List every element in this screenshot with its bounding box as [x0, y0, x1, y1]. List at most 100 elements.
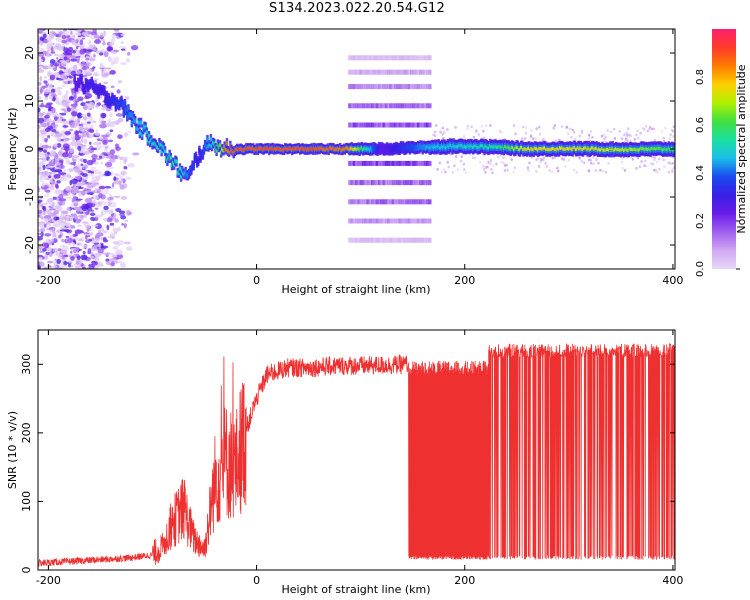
- sideband-cell: [419, 218, 423, 224]
- sideband-cell: [384, 237, 389, 243]
- sideband-cell: [403, 237, 407, 243]
- noise-speckle: [92, 66, 96, 69]
- noise-speckle: [671, 167, 674, 171]
- sideband-cell: [393, 180, 398, 186]
- sideband-cell: [389, 199, 393, 205]
- noise-speckle: [124, 156, 128, 163]
- sideband-cell: [364, 103, 368, 109]
- noise-speckle: [46, 36, 53, 42]
- noise-speckle: [42, 85, 49, 89]
- sideband-cell: [373, 69, 377, 75]
- noise-speckle: [48, 208, 56, 211]
- noise-speckle: [109, 210, 114, 213]
- noise-speckle: [50, 62, 54, 67]
- noise-speckle: [86, 159, 94, 166]
- noise-speckle: [71, 90, 75, 96]
- sideband-cell: [361, 218, 366, 224]
- ridge-core: [144, 125, 147, 129]
- ridge-core: [201, 153, 205, 157]
- sideband-cell: [391, 84, 395, 90]
- colorbar-tick-label: 0.2: [695, 213, 706, 229]
- sideband-cell: [348, 180, 352, 186]
- noise-speckle: [86, 266, 94, 269]
- sideband-cell: [428, 199, 432, 205]
- sideband-cell: [377, 237, 382, 243]
- sideband-cell: [421, 122, 425, 128]
- sideband-cell: [371, 84, 375, 90]
- sideband-cell: [357, 237, 361, 243]
- noise-speckle: [74, 215, 78, 220]
- noise-speckle: [124, 132, 129, 138]
- noise-speckle: [38, 62, 42, 65]
- sideband-cell: [426, 160, 430, 166]
- sideband-cell: [387, 103, 391, 109]
- noise-speckle: [55, 43, 62, 49]
- noise-speckle: [489, 158, 493, 162]
- noise-speckle: [77, 146, 82, 151]
- noise-speckle: [102, 237, 107, 242]
- noise-speckle: [71, 198, 75, 203]
- sideband-cell: [396, 160, 400, 166]
- sideband-cell: [361, 199, 366, 205]
- noise-speckle: [60, 223, 65, 228]
- noise-speckle: [61, 255, 65, 260]
- noise-speckle: [578, 134, 581, 138]
- noise-speckle: [58, 193, 64, 200]
- ridge-core: [225, 141, 229, 145]
- noise-speckle: [82, 144, 87, 147]
- spectrogram-y-ticks: -20 -10 0 10 20: [23, 46, 675, 254]
- noise-speckle: [580, 159, 584, 163]
- noise-speckle: [65, 185, 72, 192]
- sideband-cell: [409, 55, 414, 61]
- noise-speckle: [79, 48, 86, 55]
- noise-speckle: [124, 219, 129, 222]
- noise-speckle: [107, 46, 112, 52]
- sideband-cell: [384, 180, 389, 186]
- noise-speckle: [71, 158, 77, 162]
- noise-speckle: [61, 84, 67, 88]
- noise-speckle: [66, 89, 69, 95]
- sideband-cell: [391, 55, 395, 61]
- sideband-cell: [389, 180, 393, 186]
- noise-speckle: [93, 252, 102, 258]
- sideband-cell: [366, 160, 370, 166]
- sideband-cell: [426, 55, 430, 61]
- noise-speckle: [441, 132, 444, 136]
- noise-speckle: [108, 212, 112, 215]
- y-tick-label: 200: [20, 422, 33, 443]
- noise-speckle: [120, 33, 126, 37]
- noise-speckle: [49, 75, 53, 81]
- noise-speckle: [40, 137, 46, 142]
- noise-speckle: [110, 60, 114, 66]
- sideband-cell: [428, 122, 432, 128]
- noise-speckle: [118, 210, 126, 214]
- sideband-cell: [368, 69, 372, 75]
- noise-speckle: [587, 169, 591, 173]
- noise-speckle: [79, 209, 83, 213]
- sideband-cell: [389, 55, 393, 61]
- sideband-cell: [373, 122, 377, 128]
- ridge-core: [159, 143, 162, 147]
- noise-speckle: [656, 160, 659, 164]
- noise-speckle: [44, 193, 50, 197]
- sideband-cell: [357, 199, 361, 205]
- sideband-cell: [352, 69, 356, 75]
- sideband-cell: [419, 160, 423, 166]
- sideband-cell: [407, 55, 411, 61]
- noise-speckle: [69, 122, 75, 128]
- noise-speckle: [55, 132, 63, 137]
- sideband-cell: [398, 84, 402, 90]
- sideband-cell: [421, 84, 425, 90]
- noise-speckle: [53, 173, 61, 179]
- noise-speckle: [95, 223, 102, 230]
- sideband-cell: [350, 122, 354, 128]
- noise-speckle: [94, 38, 102, 45]
- noise-speckle: [124, 241, 131, 245]
- noise-speckle: [50, 150, 54, 154]
- sideband-cell: [389, 122, 393, 128]
- sideband-cell: [391, 122, 395, 128]
- noise-speckle: [107, 118, 111, 123]
- sideband-cell: [403, 160, 407, 166]
- sideband-cell: [419, 199, 423, 205]
- noise-speckle: [512, 124, 516, 127]
